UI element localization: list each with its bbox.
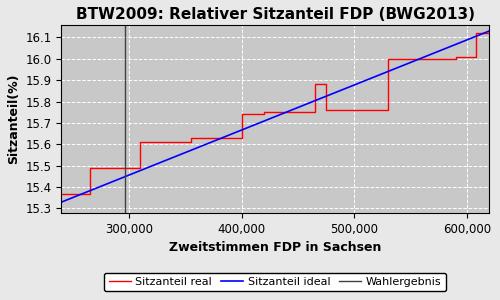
Sitzanteil real xyxy=(323,82,329,86)
Sitzanteil real xyxy=(261,112,267,116)
Sitzanteil real xyxy=(452,55,458,58)
Sitzanteil real xyxy=(86,192,92,195)
Sitzanteil real xyxy=(188,140,194,144)
Sitzanteil real xyxy=(452,55,458,58)
Sitzanteil real xyxy=(238,136,244,140)
Sitzanteil real xyxy=(188,136,194,140)
Sitzanteil real xyxy=(473,31,479,35)
X-axis label: Zweitstimmen FDP in Sachsen: Zweitstimmen FDP in Sachsen xyxy=(169,241,382,254)
Sitzanteil real xyxy=(323,108,329,112)
Legend: Sitzanteil real, Sitzanteil ideal, Wahlergebnis: Sitzanteil real, Sitzanteil ideal, Wahle… xyxy=(104,273,446,291)
Sitzanteil real xyxy=(486,29,492,33)
Sitzanteil real xyxy=(312,82,318,86)
Sitzanteil real xyxy=(486,31,492,35)
Sitzanteil real xyxy=(138,140,143,144)
Sitzanteil real xyxy=(238,112,244,116)
Sitzanteil ideal xyxy=(264,118,270,122)
Sitzanteil real xyxy=(238,112,244,116)
Line: Sitzanteil ideal: Sitzanteil ideal xyxy=(62,31,490,202)
Sitzanteil real xyxy=(385,57,391,61)
Sitzanteil real xyxy=(86,166,92,169)
Sitzanteil real xyxy=(385,108,391,112)
Sitzanteil real xyxy=(323,108,329,112)
Y-axis label: Sitzanteil(%): Sitzanteil(%) xyxy=(7,74,20,164)
Sitzanteil ideal xyxy=(290,108,296,111)
Sitzanteil real xyxy=(261,110,267,114)
Sitzanteil real xyxy=(86,166,92,169)
Sitzanteil real xyxy=(385,57,391,61)
Sitzanteil ideal xyxy=(486,29,492,33)
Sitzanteil real xyxy=(473,55,479,58)
Sitzanteil real xyxy=(452,57,458,61)
Sitzanteil real xyxy=(138,166,143,169)
Sitzanteil real xyxy=(312,110,318,114)
Sitzanteil ideal xyxy=(409,60,415,64)
Sitzanteil real xyxy=(188,136,194,140)
Title: BTW2009: Relativer Sitzanteil FDP (BWG2013): BTW2009: Relativer Sitzanteil FDP (BWG20… xyxy=(76,7,475,22)
Sitzanteil real xyxy=(473,31,479,35)
Sitzanteil real xyxy=(261,110,267,114)
Sitzanteil ideal xyxy=(58,200,64,204)
Sitzanteil ideal xyxy=(313,98,319,102)
Sitzanteil ideal xyxy=(476,33,482,37)
Sitzanteil real xyxy=(312,82,318,86)
Sitzanteil real xyxy=(138,140,143,144)
Sitzanteil real xyxy=(486,29,492,33)
Sitzanteil ideal xyxy=(262,119,268,123)
Line: Sitzanteil real: Sitzanteil real xyxy=(62,31,490,194)
Sitzanteil real xyxy=(58,192,64,195)
